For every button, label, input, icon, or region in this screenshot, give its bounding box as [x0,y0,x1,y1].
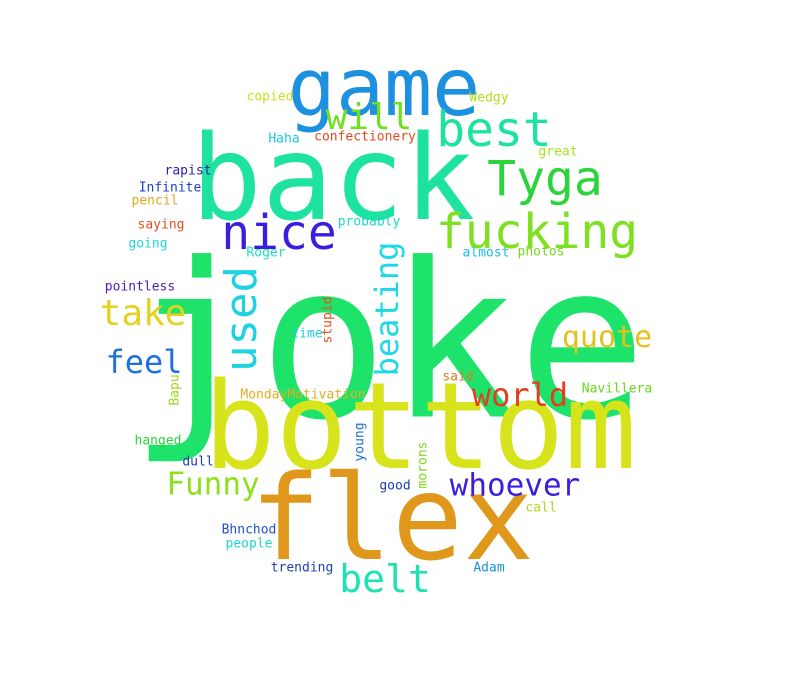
word-Infinite: Infinite [138,180,202,196]
word-photos: photos [517,244,565,260]
word-said: said [442,369,474,385]
word-trending: trending [270,560,334,576]
word-Wedgy: Wedgy [469,90,509,106]
word-joke: joke [129,216,647,468]
word-saying: saying [137,217,185,233]
word-people: people [225,536,273,552]
word-whoever: whoever [449,467,581,504]
word-stupid: stupid [320,296,336,344]
word-copied: copied [246,89,294,105]
word-used: used [216,266,267,372]
word-probably: probably [337,214,401,230]
word-MondayMotivation: MondayMotivation [240,387,366,403]
word-will: will [325,97,413,138]
word-almost: almost [462,245,510,261]
word-Bapu: Bapu [167,374,183,406]
word-world: world [471,376,569,414]
word-morons: morons [415,441,431,489]
word-pencil: pencil [131,193,179,209]
word-time: time [291,326,323,342]
word-Bhnchod: Bhnchod [221,522,277,538]
word-game: game [287,41,481,134]
word-Haha: Haha [268,131,300,147]
word-quote: quote [561,320,653,355]
word-belt: belt [339,557,431,601]
word-Tyga: Tyga [487,151,603,207]
word-Adam: Adam [473,560,505,576]
word-nice: nice [221,205,337,261]
word-flex: flex [249,449,535,587]
word-great: great [538,144,578,160]
word-call: call [525,500,557,516]
word-pointless: pointless [104,279,176,295]
word-Roger: Roger [246,245,286,261]
word-good: good [379,478,411,494]
word-feel: feel [105,343,183,381]
word-best: best [436,102,552,158]
word-young: young [352,422,368,462]
word-back: back [190,109,476,247]
word-Navillera: Navillera [581,381,653,397]
word-fucking: fucking [435,204,639,260]
word-rapist: rapist [164,163,212,179]
word-bottom: bottom [203,358,637,497]
word-beating: beating [368,241,406,377]
word-hanged: hanged [134,433,182,449]
word-Funny: Funny [166,466,260,503]
word-going: going [128,236,168,252]
word-dull: dull [182,454,214,470]
word-confectionery: confectionery [314,129,416,145]
word-take: take [99,293,187,334]
